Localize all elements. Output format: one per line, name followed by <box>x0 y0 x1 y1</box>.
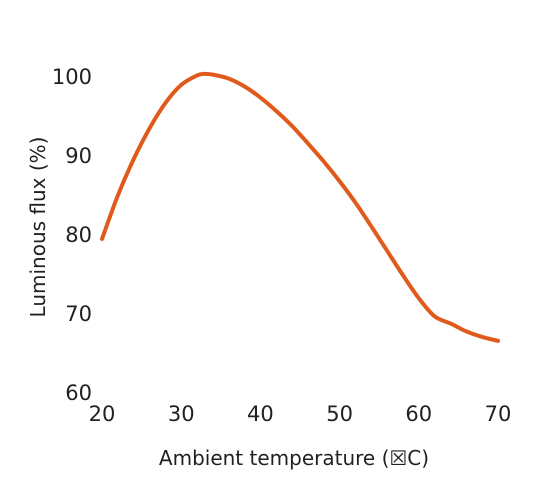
x-tick-label: 70 <box>485 402 512 426</box>
x-tick-label: 50 <box>326 402 353 426</box>
y-tick-label: 100 <box>52 65 92 89</box>
y-axis-ticks: 60 70 80 90 100 <box>52 65 92 405</box>
x-tick-label: 20 <box>89 402 116 426</box>
x-tick-label: 40 <box>247 402 274 426</box>
series-layer <box>100 71 500 343</box>
y-tick-label: 70 <box>65 302 92 326</box>
series-line-0 <box>100 71 500 343</box>
x-axis-label: Ambient temperature (☒C) <box>159 446 429 470</box>
y-tick-label: 90 <box>65 144 92 168</box>
y-tick-label: 80 <box>65 223 92 247</box>
x-axis-ticks: 20 30 40 50 60 70 <box>89 402 512 426</box>
x-tick-label: 30 <box>168 402 195 426</box>
y-tick-label: 60 <box>65 381 92 405</box>
y-axis-label: Luminous flux (%) <box>26 137 50 318</box>
x-tick-label: 60 <box>405 402 432 426</box>
